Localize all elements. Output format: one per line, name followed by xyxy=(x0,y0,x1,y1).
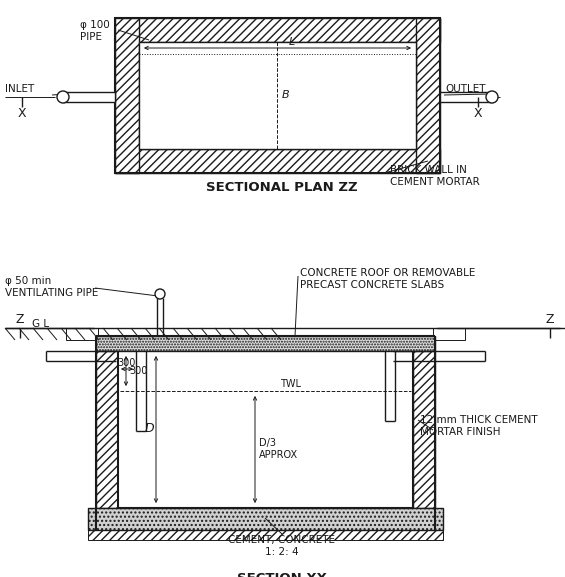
Text: B: B xyxy=(282,90,290,100)
Circle shape xyxy=(57,91,69,103)
Text: 300: 300 xyxy=(129,366,147,376)
Bar xyxy=(416,18,440,173)
Text: INLET: INLET xyxy=(5,84,34,94)
Bar xyxy=(115,18,139,173)
Text: X: X xyxy=(18,107,27,120)
Text: φ 100
PIPE: φ 100 PIPE xyxy=(80,20,110,42)
Polygon shape xyxy=(433,328,465,340)
Text: L: L xyxy=(289,37,295,47)
Text: 300: 300 xyxy=(118,358,136,368)
Polygon shape xyxy=(66,328,98,340)
Text: CONCRETE ROOF OR REMOVABLE
PRECAST CONCRETE SLABS: CONCRETE ROOF OR REMOVABLE PRECAST CONCR… xyxy=(300,268,475,290)
Text: D/3
APPROX: D/3 APPROX xyxy=(259,438,298,460)
Bar xyxy=(118,351,413,508)
Text: SECTIONAL PLAN ZZ: SECTIONAL PLAN ZZ xyxy=(206,181,358,194)
Text: Z: Z xyxy=(546,313,554,326)
Bar xyxy=(88,508,443,530)
Bar xyxy=(440,92,492,102)
Bar xyxy=(139,42,416,149)
Bar xyxy=(96,351,118,508)
Bar xyxy=(115,149,440,173)
Bar xyxy=(413,351,435,508)
Text: G L: G L xyxy=(32,319,49,329)
Text: TWL: TWL xyxy=(280,379,301,389)
Text: OUTLET: OUTLET xyxy=(445,84,485,94)
Bar xyxy=(115,18,440,42)
Text: BRICK WALL IN
CEMENT MORTAR: BRICK WALL IN CEMENT MORTAR xyxy=(390,165,480,186)
Circle shape xyxy=(486,91,498,103)
Text: 12 mm THICK CEMENT
MORTAR FINISH: 12 mm THICK CEMENT MORTAR FINISH xyxy=(420,415,538,437)
Text: D: D xyxy=(145,422,154,436)
Bar xyxy=(115,18,440,173)
Bar xyxy=(96,336,435,351)
Text: CEMENT, CONCRETE
1: 2: 4: CEMENT, CONCRETE 1: 2: 4 xyxy=(228,535,336,557)
Text: φ 50 min
VENTILATING PIPE: φ 50 min VENTILATING PIPE xyxy=(5,276,98,298)
Text: Z: Z xyxy=(16,313,24,326)
Bar xyxy=(88,530,443,540)
Text: X: X xyxy=(473,107,483,120)
Bar xyxy=(63,92,115,102)
Circle shape xyxy=(155,289,165,299)
Bar xyxy=(139,42,416,149)
Text: SECTION XX: SECTION XX xyxy=(237,572,327,577)
